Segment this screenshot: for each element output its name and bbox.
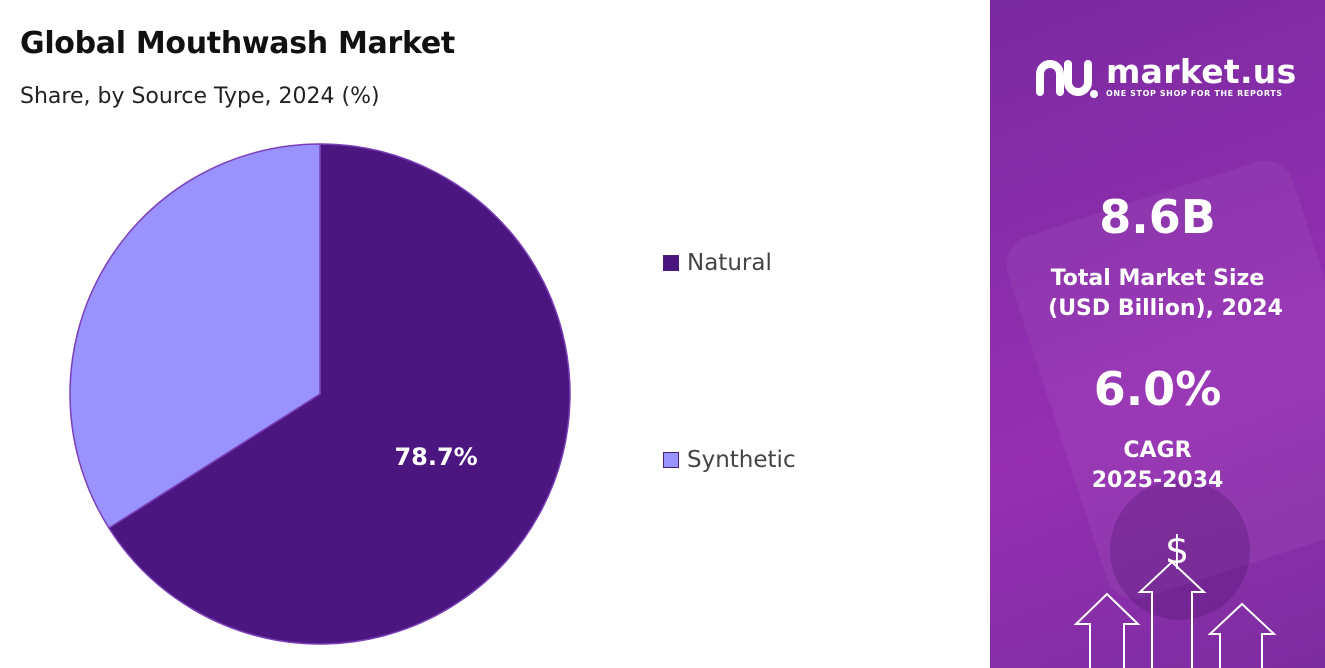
pie-slice-natural bbox=[107, 143, 571, 645]
pie-chart: 78.7% bbox=[69, 143, 571, 645]
logo-tagline: ONE STOP SHOP FOR THE REPORTS bbox=[1106, 89, 1283, 98]
legend-item-synthetic: Synthetic bbox=[663, 447, 796, 473]
cagr-value: 6.0% bbox=[1093, 362, 1222, 416]
legend-item-natural: Natural bbox=[663, 250, 772, 276]
chart-panel: Global Mouthwash Market Share, by Source… bbox=[20, 26, 796, 645]
summary-panel: market.us ONE STOP SHOP FOR THE REPORTS … bbox=[990, 0, 1325, 668]
market-size-value: 8.6B bbox=[1099, 190, 1216, 244]
coffee-cup-decoration bbox=[1110, 480, 1250, 620]
legend-swatch-synthetic bbox=[663, 452, 679, 468]
logo-icon bbox=[1036, 60, 1098, 98]
chart-title: Global Mouthwash Market bbox=[20, 26, 455, 61]
market-us-logo: market.us ONE STOP SHOP FOR THE REPORTS bbox=[1034, 52, 1297, 102]
market-size-label-2: (USD Billion), 2024 bbox=[1048, 296, 1283, 321]
legend-swatch-natural bbox=[663, 255, 679, 271]
legend-label-natural: Natural bbox=[687, 250, 772, 276]
pie-slice-synthetic bbox=[69, 143, 321, 529]
legend-label-synthetic: Synthetic bbox=[687, 447, 796, 473]
pie-data-label-natural: 78.7% bbox=[394, 443, 477, 471]
cagr-label-1: CAGR bbox=[1123, 438, 1192, 463]
chart-subtitle: Share, by Source Type, 2024 (%) bbox=[20, 84, 380, 109]
growth-arrows-icon bbox=[1073, 560, 1277, 668]
logo-name: market.us bbox=[1106, 52, 1297, 91]
cagr-label-2: 2025-2034 bbox=[1091, 468, 1224, 493]
market-size-label-1: Total Market Size bbox=[1050, 266, 1265, 291]
